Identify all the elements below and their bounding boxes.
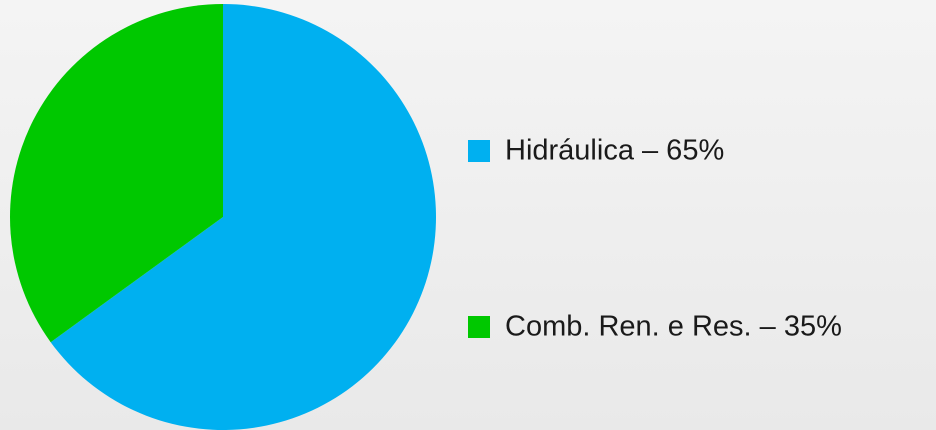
- pie-slice: [50, 4, 436, 430]
- legend-label: Comb. Ren. e Res. – 35%: [505, 311, 842, 343]
- legend-label: Hidráulica – 65%: [505, 135, 724, 167]
- pie-slice: [10, 4, 224, 343]
- legend-swatch: [468, 140, 490, 162]
- legend-swatch: [468, 316, 490, 338]
